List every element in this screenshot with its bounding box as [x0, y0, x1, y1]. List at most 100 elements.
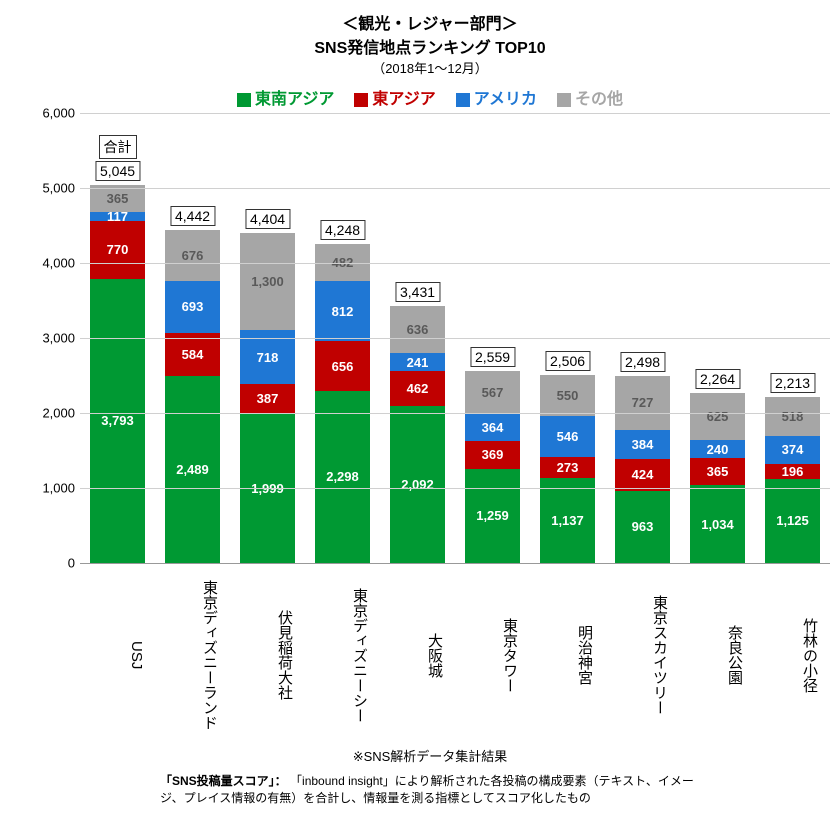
grid-line	[80, 188, 830, 189]
bar-segment: 2,489	[165, 376, 220, 563]
bar-segment: 1,300	[240, 233, 295, 331]
bar-segment: 676	[165, 230, 220, 281]
bar-segment: 636	[390, 306, 445, 354]
bar-total-label: 4,442	[170, 206, 215, 226]
legend-label: 東南アジア	[255, 91, 334, 108]
x-axis-label: 竹林の小径	[765, 564, 820, 740]
legend-item: 東南アジア	[237, 85, 334, 109]
bar-segment: 462	[390, 371, 445, 406]
title-line-2: SNS発信地点ランキング TOP10	[20, 34, 840, 58]
grid-line	[80, 113, 830, 114]
legend-swatch	[456, 93, 470, 107]
legend-label: 東アジア	[372, 91, 435, 108]
bar-total-label: 2,264	[695, 369, 740, 389]
title-line-1: ＜観光・レジャー部門＞	[20, 10, 840, 34]
bar-segment: 1,125	[765, 479, 820, 563]
bar-column: 1,1251963745182,213	[765, 397, 820, 563]
bar-column: 2,0924622416363,431	[390, 306, 445, 563]
bar-total-label: 4,248	[320, 220, 365, 240]
bar-total-label: 3,431	[395, 282, 440, 302]
legend-item: 東アジア	[354, 85, 435, 109]
x-axis-label: 伏見稲荷大社	[240, 564, 295, 740]
legend-item: アメリカ	[456, 85, 537, 109]
y-tick-label: 6,000	[30, 106, 75, 121]
bar-segment: 117	[90, 212, 145, 221]
grid-line	[80, 413, 830, 414]
bar-segment: 1,259	[465, 469, 520, 563]
bar-segment: 424	[615, 459, 670, 491]
legend-swatch	[557, 93, 571, 107]
legend-label: アメリカ	[474, 91, 537, 108]
x-axis-label: 大阪城	[390, 564, 445, 740]
x-axis-label: 東京スカイツリー	[615, 564, 670, 740]
bar-column: 1,1372735465502,506	[540, 375, 595, 563]
bar-segment: 364	[465, 414, 520, 441]
legend-swatch	[354, 93, 368, 107]
legend-label: その他	[575, 91, 623, 108]
bar-segment: 550	[540, 375, 595, 416]
bar-segment: 727	[615, 376, 670, 431]
title-line-3: （2018年1～12月）	[20, 58, 840, 77]
bar-segment: 240	[690, 440, 745, 458]
legend-swatch	[237, 93, 251, 107]
bar-total-label: 2,213	[770, 373, 815, 393]
chart-title-block: ＜観光・レジャー部門＞ SNS発信地点ランキング TOP10 （2018年1～1…	[20, 10, 840, 77]
bar-segment: 770	[90, 221, 145, 279]
bar-total-label: 2,559	[470, 347, 515, 367]
bar-segment: 1,137	[540, 478, 595, 563]
bar-segment: 3,793	[90, 279, 145, 563]
y-tick-label: 3,000	[30, 331, 75, 346]
bar-column: 9634243847272,498	[615, 376, 670, 563]
bar-segment: 241	[390, 353, 445, 371]
note-title: 「SNS投稿量スコア」：	[160, 774, 287, 788]
y-tick-label: 2,000	[30, 406, 75, 421]
bar-segment: 656	[315, 341, 370, 390]
total-header-label: 合計	[99, 135, 137, 159]
y-tick-label: 5,000	[30, 181, 75, 196]
grid-line	[80, 488, 830, 489]
legend-item: その他	[557, 85, 623, 109]
chart-container: ＜観光・レジャー部門＞ SNS発信地点ランキング TOP10 （2018年1～1…	[20, 10, 840, 807]
bar-segment: 273	[540, 457, 595, 477]
footnote: ※SNS解析データ集計結果	[20, 746, 840, 765]
grid-line	[80, 338, 830, 339]
bar-segment: 625	[690, 393, 745, 440]
bar-total-label: 2,498	[620, 352, 665, 372]
x-axis-label: 東京ディズニーシー	[315, 564, 370, 740]
grid-line	[80, 263, 830, 264]
bar-segment: 584	[165, 333, 220, 377]
x-axis-label: 東京ディズニーランド	[165, 564, 220, 740]
bar-segment: 2,298	[315, 391, 370, 563]
x-axis-label: 東京タワー	[465, 564, 520, 740]
bar-segment: 812	[315, 281, 370, 342]
bar-column: 1,0343652406252,264	[690, 393, 745, 563]
bar-segment: 567	[465, 371, 520, 414]
bar-segment: 384	[615, 430, 670, 459]
bar-segment: 2,092	[390, 406, 445, 563]
x-axis: USJ 東京ディズニーランド伏見稲荷大社東京ディズニーシー大阪城東京タワー明治神宮…	[80, 564, 830, 740]
bar-column: 2,2986568124824,248	[315, 244, 370, 563]
bar-segment: 693	[165, 281, 220, 333]
x-axis-label: 奈良公園	[690, 564, 745, 740]
note-block: 「SNS投稿量スコア」： 「inbound insight」により解析された各投…	[160, 773, 700, 807]
bar-total-label: 2,506	[545, 351, 590, 371]
bar-column: 1,2593693645672,559	[465, 371, 520, 563]
bar-column: 1,9993877181,3004,404	[240, 233, 295, 563]
bar-segment: 387	[240, 384, 295, 413]
bar-segment: 365	[690, 458, 745, 485]
bar-segment: 369	[465, 441, 520, 469]
bar-column: 2,4895846936764,442	[165, 230, 220, 563]
bar-column: 3,7937701173655,045合計	[90, 185, 145, 563]
legend: 東南アジア 東アジア アメリカ その他	[20, 85, 840, 109]
bar-total-label: 5,045	[95, 161, 140, 181]
bar-segment: 196	[765, 464, 820, 479]
y-tick-label: 4,000	[30, 256, 75, 271]
bar-segment: 374	[765, 436, 820, 464]
x-axis-label: 明治神宮	[540, 564, 595, 740]
x-axis-label: USJ	[90, 564, 145, 740]
bar-segment: 1,034	[690, 485, 745, 563]
plot-area: 3,7937701173655,045合計2,4895846936764,442…	[80, 113, 830, 564]
y-tick-label: 1,000	[30, 481, 75, 496]
bar-segment: 518	[765, 397, 820, 436]
bar-segment: 546	[540, 416, 595, 457]
